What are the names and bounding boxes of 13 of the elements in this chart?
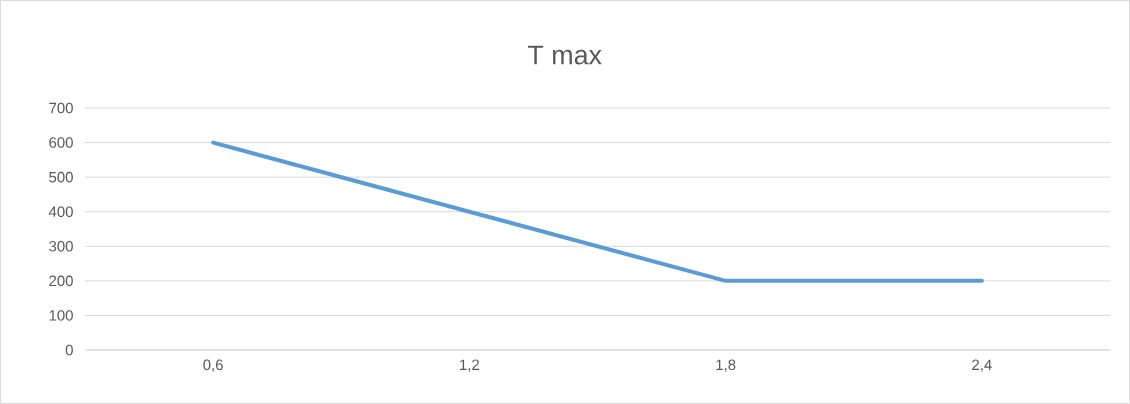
y-tick-label: 400 (48, 206, 73, 217)
x-tick-label: 1,8 (716, 359, 736, 372)
chart-title: T max (527, 45, 602, 65)
y-tick-label: 700 (49, 102, 73, 114)
y-tick-label: 300 (49, 240, 73, 252)
y-tick-label: 100 (49, 310, 73, 321)
x-tick-label: 2,4 (972, 359, 992, 372)
x-tick-label: 0,6 (203, 359, 223, 372)
x-tick-label: 1,2 (460, 359, 480, 372)
y-tick-label: 600 (49, 137, 73, 148)
y-tick-label: 200 (49, 275, 73, 287)
y-tick-label: 0 (65, 344, 73, 356)
y-tick-label: 500 (49, 171, 73, 183)
